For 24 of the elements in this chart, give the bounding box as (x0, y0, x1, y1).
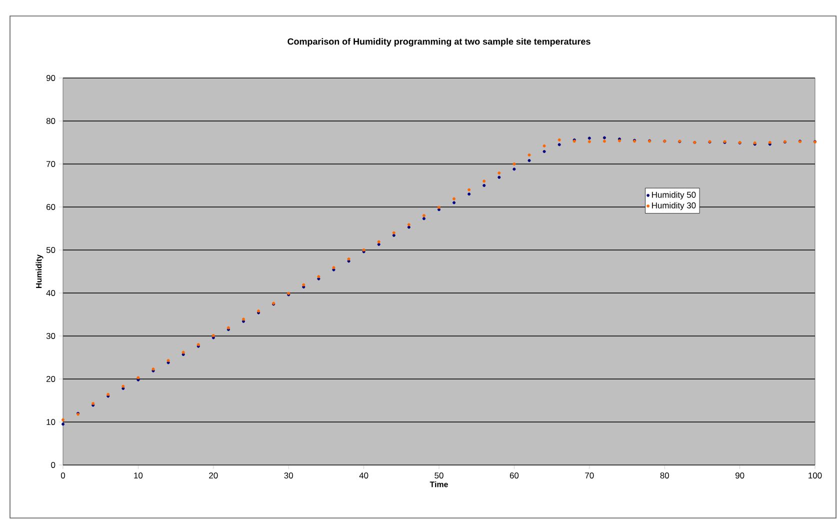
x-tick-label: 80 (660, 472, 669, 478)
chart-title: Comparison of Humidity programming at two sample site temperatures (288, 38, 590, 46)
y-tick-label: 80 (46, 118, 56, 124)
y-tick-label: 20 (46, 376, 56, 382)
x-tick-label: 70 (585, 472, 594, 478)
x-tick-label: 30 (284, 472, 293, 478)
x-tick-label: 100 (808, 472, 822, 478)
y-tick-label: 90 (46, 74, 56, 81)
x-tick-label: 40 (359, 472, 368, 478)
x-tick-label: 90 (735, 472, 744, 478)
y-tick-label: 40 (46, 290, 56, 296)
y-tick-label: 10 (46, 418, 56, 425)
x-tick-label: 50 (434, 472, 444, 478)
y-tick-label: 50 (46, 246, 56, 253)
legend-label: Humidity 50 (652, 192, 696, 200)
x-tick-label: 20 (209, 472, 218, 478)
y-tick-label: 30 (46, 332, 56, 339)
x-tick-label: 10 (134, 472, 143, 478)
y-tick-label: 0 (51, 462, 56, 468)
y-tick-label: 60 (46, 204, 56, 210)
y-tick-label: 70 (46, 160, 56, 167)
x-tick-label: 60 (510, 472, 519, 478)
x-tick-label: 0 (60, 472, 66, 478)
legend-label: Humidity 30 (652, 202, 696, 210)
